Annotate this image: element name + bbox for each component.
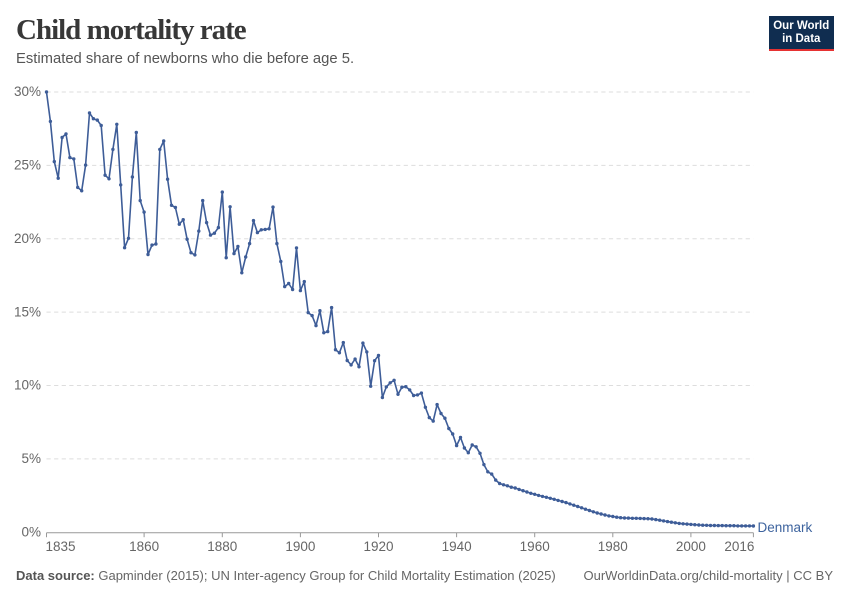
svg-text:20%: 20% [14,231,41,246]
svg-text:Denmark: Denmark [758,520,813,535]
svg-text:15%: 15% [14,304,41,319]
svg-text:5%: 5% [21,451,41,466]
svg-text:2000: 2000 [676,539,706,554]
svg-text:2016: 2016 [724,539,754,554]
svg-text:1940: 1940 [442,539,472,554]
svg-text:1880: 1880 [207,539,237,554]
svg-text:30%: 30% [14,84,41,99]
svg-text:1900: 1900 [285,539,315,554]
svg-text:1860: 1860 [129,539,159,554]
svg-text:25%: 25% [14,158,41,173]
svg-text:0%: 0% [21,524,41,539]
svg-text:1835: 1835 [46,539,76,554]
svg-text:1980: 1980 [598,539,628,554]
svg-text:1960: 1960 [520,539,550,554]
svg-text:1920: 1920 [363,539,393,554]
svg-text:10%: 10% [14,378,41,393]
